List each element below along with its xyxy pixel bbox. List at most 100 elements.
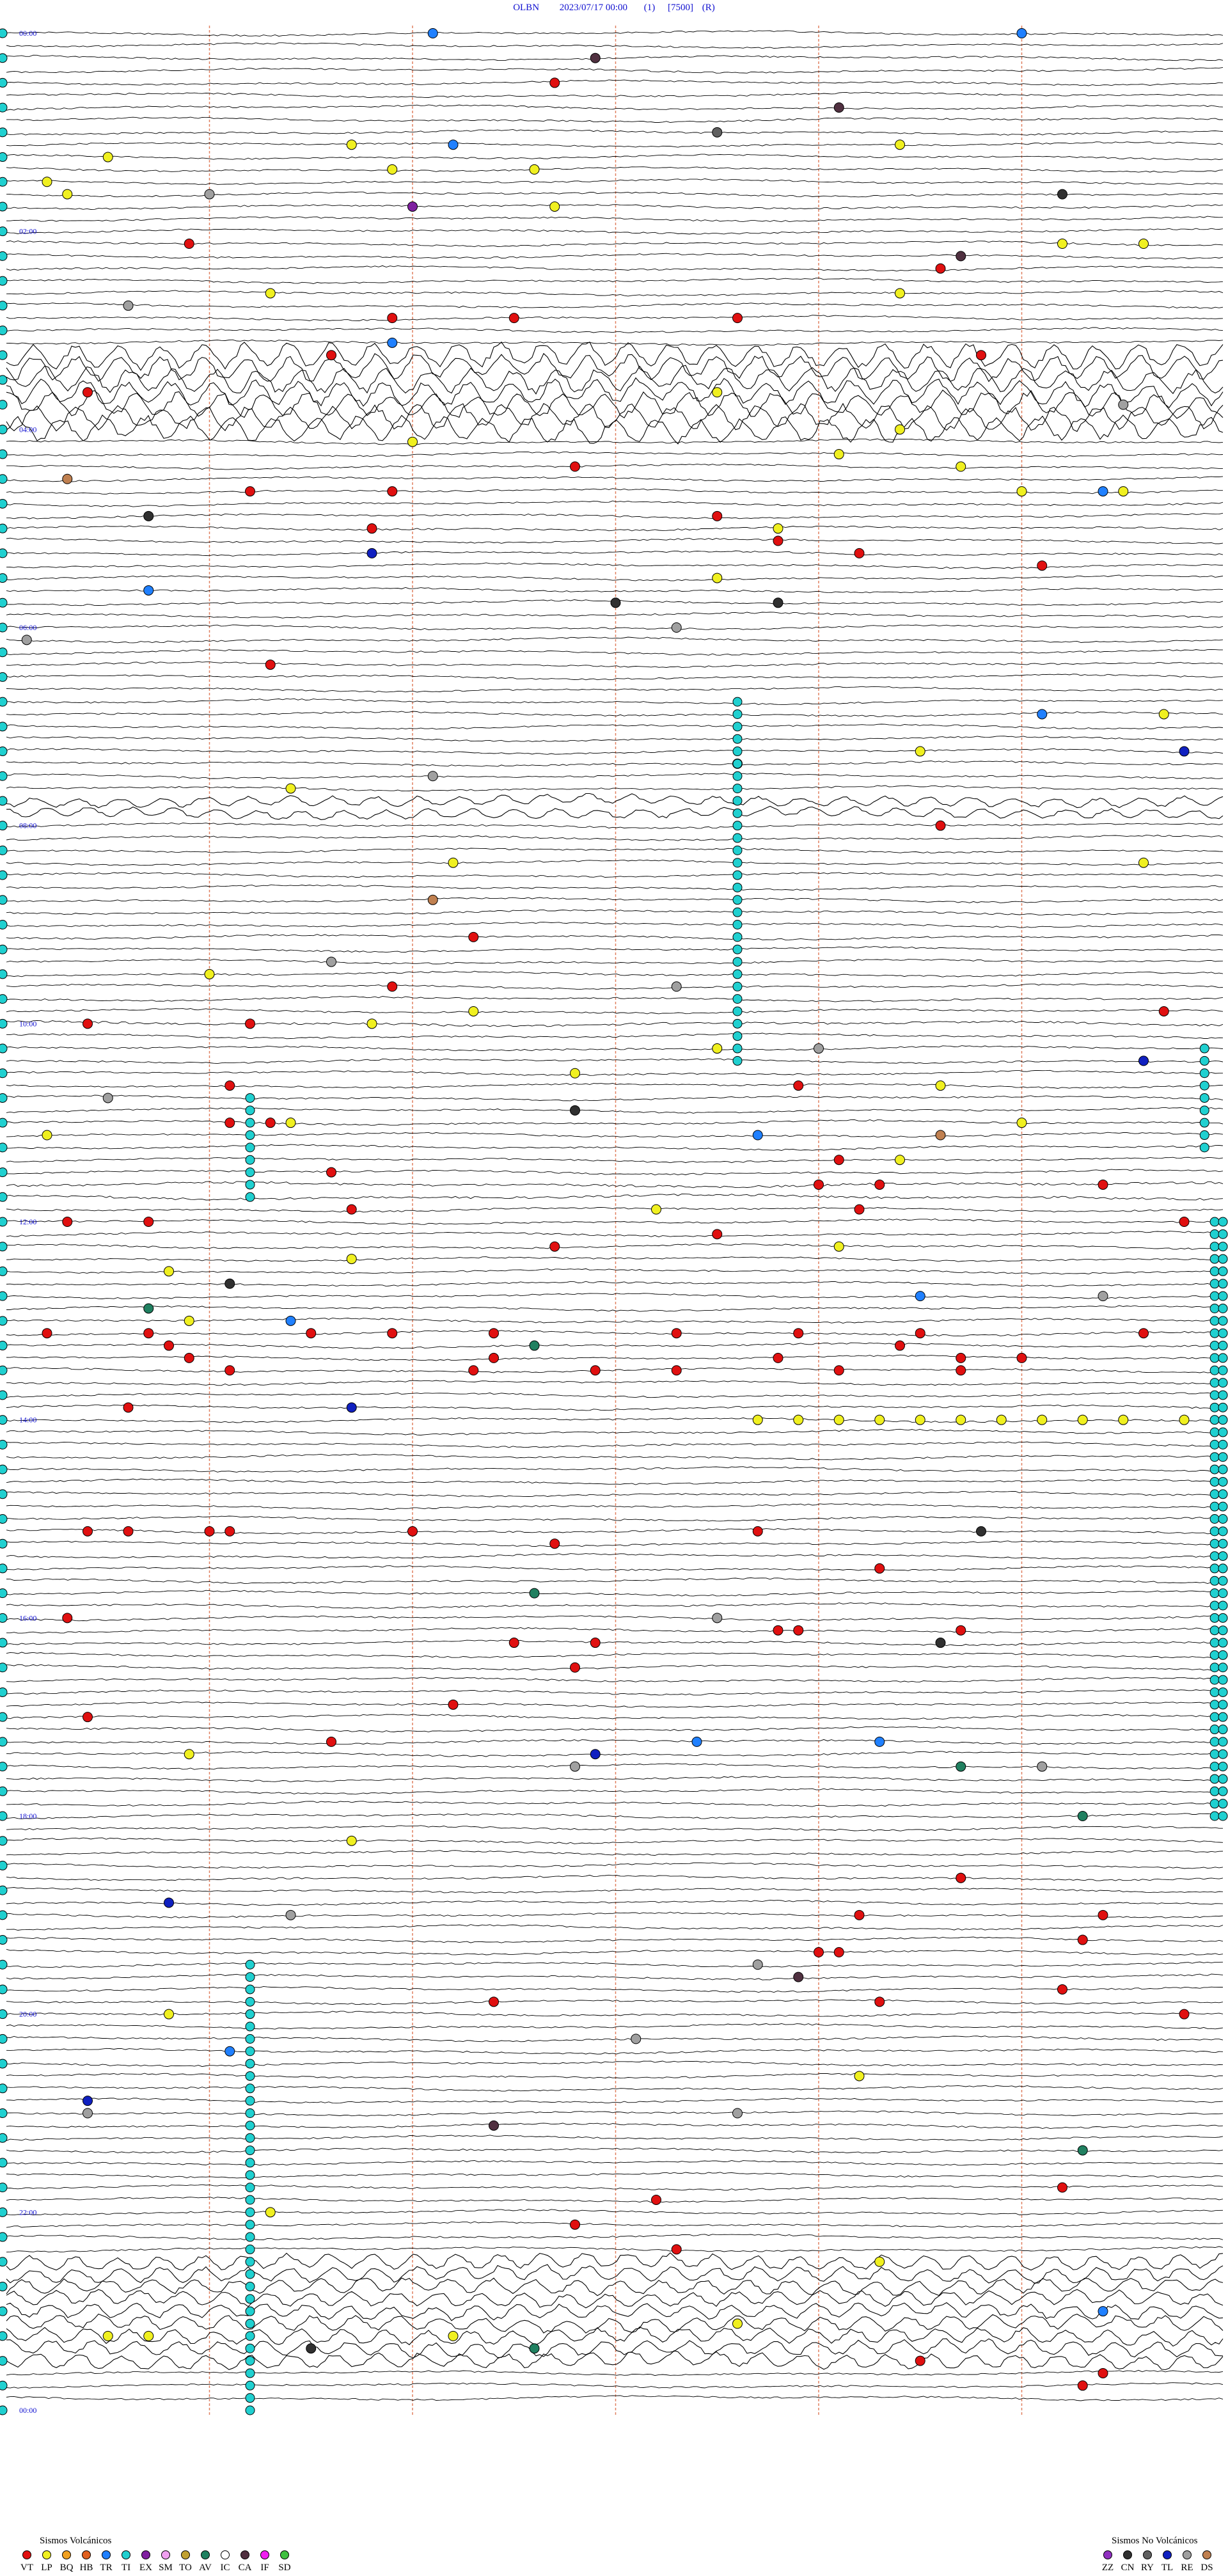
- trace-row-163: [6, 2048, 1224, 2055]
- event-column-marker-ti: [1209, 1737, 1220, 1747]
- event-marker-lp: [895, 424, 905, 435]
- trace-row-77: [6, 983, 1224, 990]
- legend-volcanic-label-to: TO: [179, 2563, 192, 2573]
- trace-row-72: [6, 922, 1224, 928]
- event-column-marker-ti: [0, 1514, 8, 1524]
- trace-row-51: [6, 661, 1224, 668]
- event-column-marker-ti: [245, 2220, 255, 2230]
- legend-volcanic-swatch-hb: [82, 2550, 91, 2559]
- event-column-marker-ti: [0, 969, 8, 979]
- event-column-marker-ti: [732, 734, 743, 744]
- trace-row-113: [6, 1428, 1224, 1435]
- legend-non-volcanic-swatch-zz: [1103, 2550, 1112, 2559]
- trace-row-57: [6, 736, 1224, 742]
- trace-row-79: [6, 1008, 1224, 1015]
- legend-volcanic-label-sm: SM: [159, 2563, 173, 2573]
- event-marker-cn: [1057, 189, 1067, 200]
- event-column-marker-ti: [732, 821, 743, 831]
- event-marker-lp: [915, 746, 925, 757]
- event-marker-vt: [956, 1365, 966, 1376]
- event-marker-vt: [83, 387, 93, 398]
- trace-row-60: [6, 773, 1224, 779]
- event-marker-vt: [265, 1118, 276, 1128]
- event-edge-marker-ti: [1218, 1489, 1228, 1499]
- trace-row-32: [6, 414, 1224, 445]
- trace-row-36: [6, 476, 1224, 482]
- event-marker-vt: [346, 1204, 357, 1215]
- event-marker-lp: [143, 2330, 154, 2341]
- event-marker-lp: [265, 288, 276, 299]
- event-column-marker-ti: [1209, 1712, 1220, 1722]
- event-column-marker-ti: [0, 1291, 8, 1301]
- event-column-marker-ti: [0, 944, 8, 954]
- trace-row-45: [6, 587, 1224, 594]
- event-edge-marker-ti: [1218, 1551, 1228, 1561]
- event-edge-marker-ti: [1218, 1675, 1228, 1685]
- event-column-marker-ti: [245, 2133, 255, 2143]
- event-column-marker-ti: [0, 1018, 8, 1029]
- time-label-12: 00:00: [19, 2406, 36, 2415]
- trace-row-6: [6, 104, 1224, 111]
- event-marker-vt: [752, 1526, 763, 1537]
- event-marker-lp: [285, 783, 296, 794]
- trace-row-108: [6, 1367, 1224, 1373]
- event-edge-marker-ti: [1218, 1687, 1228, 1697]
- event-marker-vt: [570, 2219, 580, 2230]
- event-marker-vt: [874, 1996, 885, 2007]
- trace-row-101: [6, 1281, 1223, 1287]
- event-marker-vt: [590, 1365, 601, 1376]
- event-column-marker-ti: [1209, 1341, 1220, 1351]
- start-datetime: 2023/07/17 00:00: [560, 3, 627, 13]
- event-marker-lp: [448, 857, 459, 868]
- event-column-marker-ti: [1209, 1687, 1220, 1697]
- trace-row-102: [6, 1293, 1224, 1299]
- event-column-marker-ti: [732, 759, 743, 769]
- event-marker-vt: [508, 313, 519, 324]
- event-edge-marker-ti: [1218, 1725, 1228, 1735]
- event-edge-marker-ti: [1218, 1279, 1228, 1289]
- event-column-marker-ti: [245, 2083, 255, 2094]
- event-column-marker-ti: [0, 2108, 8, 2118]
- trace-row-9: [6, 141, 1224, 148]
- event-marker-vt: [123, 1526, 134, 1537]
- event-column-marker-ti: [1209, 1279, 1220, 1289]
- event-column-marker-ti: [0, 747, 8, 757]
- trace-row-170: [6, 2135, 1224, 2142]
- event-edge-marker-ti: [1218, 1650, 1228, 1660]
- trace-row-7: [6, 116, 1223, 123]
- event-edge-marker-ti: [1218, 1291, 1228, 1301]
- event-marker-re: [712, 1613, 723, 1624]
- trace-row-165: [6, 2073, 1224, 2079]
- event-marker-vt: [366, 523, 377, 534]
- event-marker-lp: [833, 449, 844, 460]
- trace-row-143: [6, 1801, 1224, 1807]
- trace-row-156: [6, 1961, 1224, 1968]
- event-marker-vt: [671, 2244, 682, 2255]
- trace-row-176: [6, 2209, 1224, 2216]
- trace-row-106: [6, 1342, 1224, 1349]
- event-column-marker-ti: [1209, 1242, 1220, 1252]
- event-column-marker-ti: [1209, 1811, 1220, 1821]
- event-column-marker-ti: [0, 2207, 8, 2217]
- event-edge-marker-ti: [1218, 1514, 1228, 1524]
- event-marker-vt: [62, 1613, 73, 1624]
- event-column-marker-ti: [1199, 1142, 1209, 1153]
- event-column-marker-ti: [0, 1192, 8, 1202]
- event-column-marker-ti: [732, 870, 743, 880]
- event-column-marker-ti: [0, 301, 8, 311]
- event-marker-lp: [62, 189, 73, 200]
- trace-row-28: [6, 365, 1224, 395]
- event-column-marker-ti: [245, 2269, 255, 2279]
- event-column-marker-ti: [0, 201, 8, 212]
- event-marker-vt: [1158, 1006, 1169, 1016]
- event-column-marker-ti: [0, 796, 8, 806]
- event-column-marker-ti: [0, 2009, 8, 2019]
- trace-row-147: [6, 1850, 1224, 1856]
- event-column-marker-ti: [1209, 1353, 1220, 1363]
- trace-row-153: [6, 1924, 1224, 1931]
- event-column-marker-ti: [0, 2034, 8, 2044]
- event-marker-ca: [489, 2120, 499, 2131]
- event-column-marker-ti: [0, 1663, 8, 1673]
- event-edge-marker-ti: [1218, 1538, 1228, 1549]
